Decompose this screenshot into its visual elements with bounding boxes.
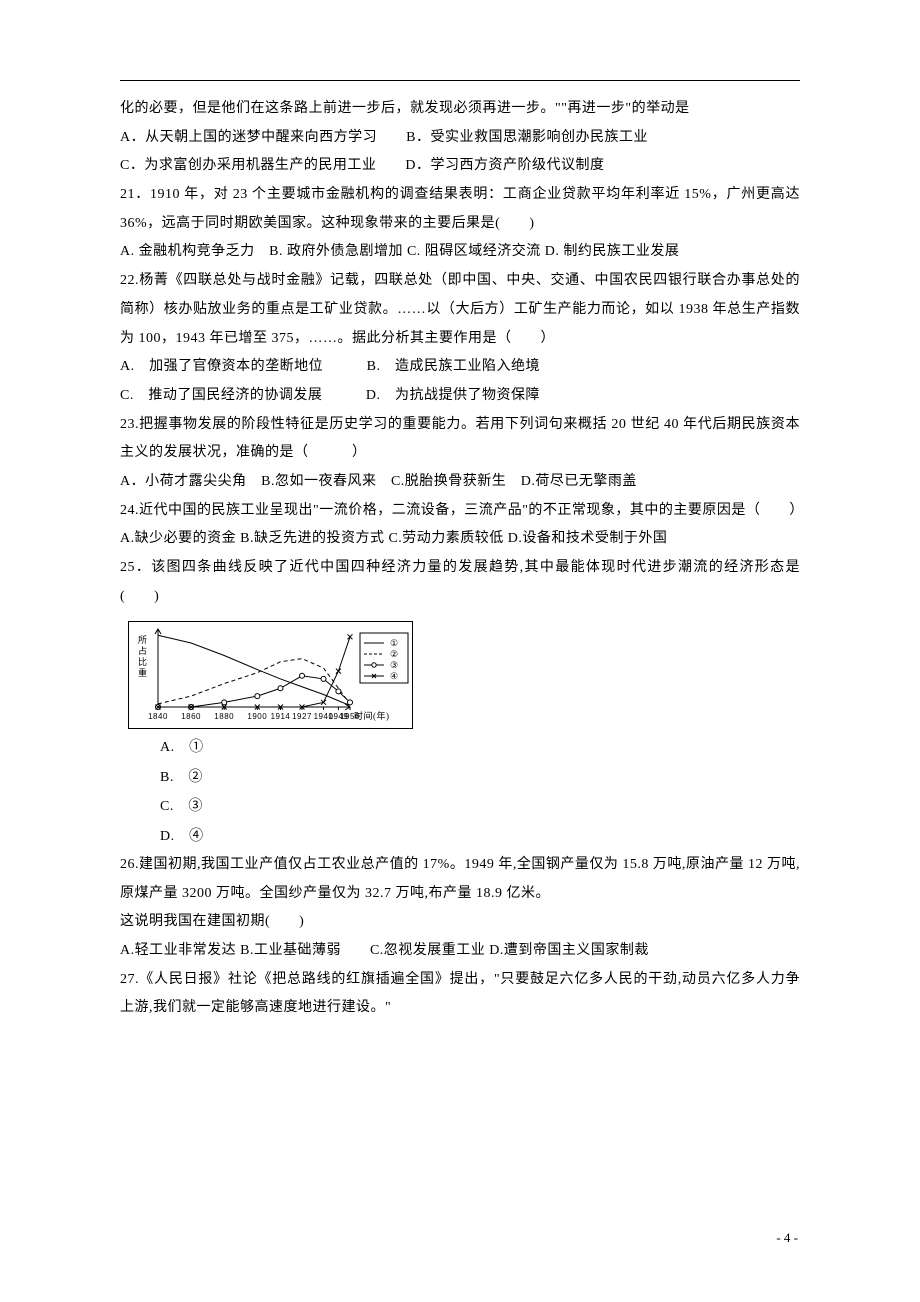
- svg-text:1860: 1860: [181, 712, 201, 721]
- q22-options-line-2: C. 推动了国民经济的协调发展 D. 为抗战提供了物资保障: [120, 382, 800, 411]
- q22-options-line-1: A. 加强了官僚资本的垄断地位 B. 造成民族工业陷入绝境: [120, 353, 800, 382]
- q23-options: A．小荷才露尖尖角 B.忽如一夜春风来 C.脱胎换骨获新生 D.荷尽已无擎雨盖: [120, 468, 800, 497]
- q24-stem: 24.近代中国的民族工业呈现出"一流价格，二流设备，三流产品"的不正常现象，其中…: [120, 497, 800, 526]
- q25-stem: 25．该图四条曲线反映了近代中国四种经济力量的发展趋势,其中最能体现时代进步潮流…: [120, 554, 800, 611]
- q21-stem: 21．1910 年，对 23 个主要城市金融机构的调查结果表明：工商企业贷款平均…: [120, 181, 800, 238]
- page-number: - 4 -: [776, 1225, 798, 1252]
- svg-text:1914: 1914: [271, 712, 291, 721]
- q21-options: A. 金融机构竞争乏力 B. 政府外债急剧增加 C. 阻碍区域经济交流 D. 制…: [120, 238, 800, 267]
- q24-options: A.缺少必要的资金 B.缺乏先进的投资方式 C.劳动力素质较低 D.设备和技术受…: [120, 525, 800, 554]
- q25-chart: 所占比重184018601880190019141927194019491956…: [128, 621, 800, 729]
- q25-option-b: B. ②: [160, 763, 800, 792]
- top-rule: [120, 80, 800, 81]
- q26-options: A.轻工业非常发达 B.工业基础薄弱 C.忽视发展重工业 D.遭到帝国主义国家制…: [120, 937, 800, 966]
- q25-option-d: D. ④: [160, 822, 800, 851]
- paragraph-continuation: 化的必要，但是他们在这条路上前进一步后，就发现必须再进一步。""再进一步"的举动…: [120, 95, 800, 124]
- q20-options-line-1: A．从天朝上国的迷梦中醒来向西方学习 B．受实业救国思潮影响创办民族工业: [120, 124, 800, 153]
- q26-stem-2: 这说明我国在建国初期( ): [120, 908, 800, 937]
- svg-text:②: ②: [390, 649, 399, 659]
- q23-stem: 23.把握事物发展的阶段性特征是历史学习的重要能力。若用下列词句来概括 20 世…: [120, 411, 800, 468]
- svg-text:④: ④: [390, 671, 399, 681]
- q27-stem: 27.《人民日报》社论《把总路线的红旗插遍全国》提出，"只要鼓足六亿多人民的干劲…: [120, 966, 800, 1023]
- svg-text:1840: 1840: [148, 712, 168, 721]
- svg-text:占: 占: [138, 645, 148, 656]
- svg-text:①: ①: [390, 638, 399, 648]
- document-body: 化的必要，但是他们在这条路上前进一步后，就发现必须再进一步。""再进一步"的举动…: [120, 95, 800, 1023]
- q25-options-list: A. ① B. ② C. ③ D. ④: [160, 733, 800, 851]
- q25-option-a: A. ①: [160, 733, 800, 762]
- svg-text:时间(年): 时间(年): [354, 710, 390, 721]
- svg-text:所: 所: [138, 635, 148, 645]
- svg-text:比: 比: [138, 656, 148, 667]
- svg-text:③: ③: [390, 660, 399, 670]
- svg-text:1900: 1900: [247, 712, 267, 721]
- q22-stem: 22.杨菁《四联总处与战时金融》记载，四联总处（即中国、中央、交通、中国农民四银…: [120, 267, 800, 353]
- page: 化的必要，但是他们在这条路上前进一步后，就发现必须再进一步。""再进一步"的举动…: [0, 0, 920, 1302]
- chart-svg: 所占比重184018601880190019141927194019491956…: [128, 621, 413, 729]
- svg-text:重: 重: [138, 667, 148, 678]
- svg-text:1880: 1880: [214, 712, 234, 721]
- q20-options-line-2: C．为求富创办采用机器生产的民用工业 D．学习西方资产阶级代议制度: [120, 152, 800, 181]
- q26-stem: 26.建国初期,我国工业产值仅占工农业总产值的 17%。1949 年,全国钢产量…: [120, 851, 800, 908]
- svg-text:1927: 1927: [292, 712, 312, 721]
- q25-option-c: C. ③: [160, 792, 800, 821]
